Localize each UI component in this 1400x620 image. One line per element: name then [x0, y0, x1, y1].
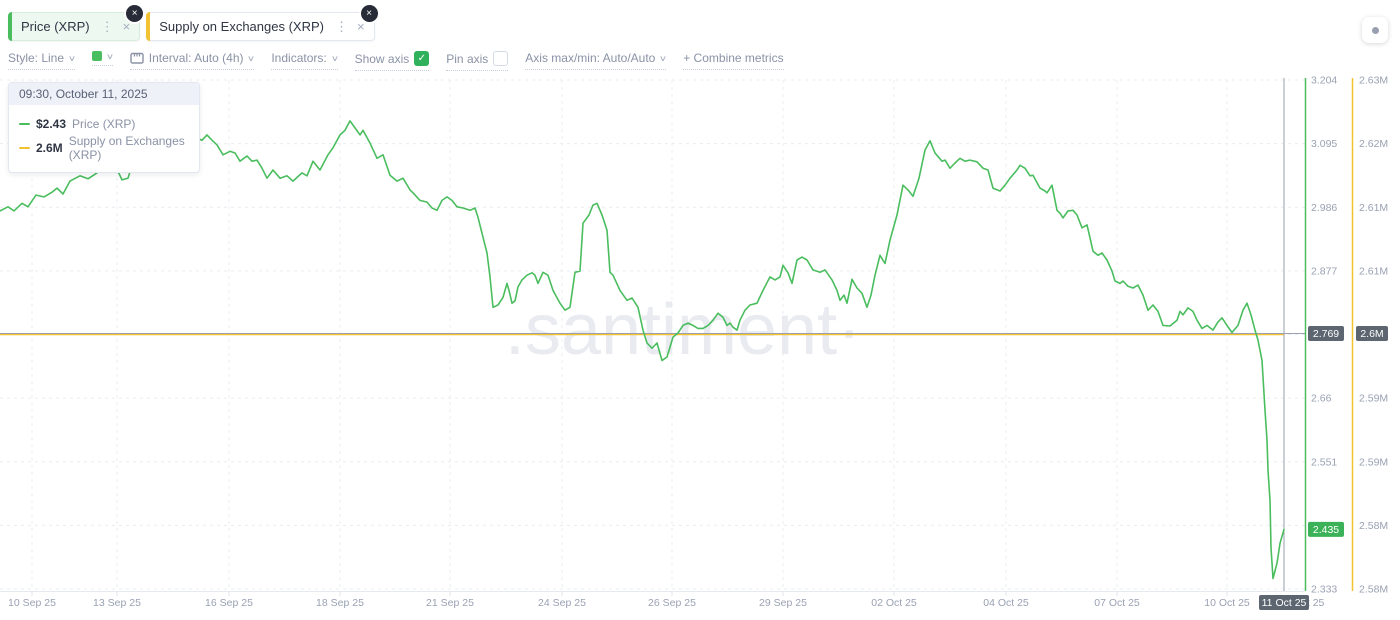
close-icon[interactable]: ×: [356, 19, 365, 34]
kebab-menu-icon[interactable]: ⋮: [334, 19, 348, 34]
tooltip-datetime: 09:30, October 11, 2025: [9, 83, 199, 105]
pin-axis-label: Pin axis: [446, 51, 489, 66]
chevron-down-icon: ∨: [105, 51, 114, 61]
kebab-menu-icon[interactable]: ⋮: [100, 19, 114, 34]
show-axis-toggle[interactable]: Show axis ✓: [354, 51, 430, 71]
tab-label: Price (XRP): [21, 19, 90, 34]
crosshair-supply-badge: [1356, 326, 1388, 341]
price-axis-label: 2.66: [1311, 393, 1332, 405]
crosshair-supply-badge-text: 2.6M: [1360, 328, 1383, 340]
series-dash-icon: [19, 147, 30, 149]
price-axis-label: 3.204: [1311, 75, 1337, 87]
supply-axis-label: 2.58M: [1359, 520, 1388, 532]
tooltip-row-supply: 2.6M Supply on Exchanges (XRP): [19, 134, 189, 162]
tooltip-label: Supply on Exchanges (XRP): [68, 134, 185, 162]
crosshair-price-badge: [1308, 326, 1344, 341]
remove-metric-badge-icon[interactable]: ×: [124, 3, 146, 24]
show-axis-label: Show axis: [354, 51, 410, 66]
supply-axis-label: 2.62M: [1359, 138, 1388, 150]
supply-axis-label: 2.59M: [1359, 456, 1388, 468]
x-axis-label: 16 Sep 25: [205, 597, 253, 609]
santiment-watermark: .santiment·: [505, 290, 861, 370]
crosshair-date-badge: [1259, 595, 1309, 610]
supply-axis-label: 2.61M: [1359, 265, 1388, 277]
color-swatch-dropdown[interactable]: ∨: [91, 51, 114, 66]
x-axis-label: 13 Sep 25: [93, 597, 141, 609]
combine-metrics-button[interactable]: + Combine metrics: [683, 51, 784, 70]
chart-tooltip: 09:30, October 11, 2025 $2.43 Price (XRP…: [8, 82, 200, 173]
tab-accent-bar: [146, 12, 151, 41]
chevron-down-icon: ∨: [247, 53, 256, 63]
x-axis-label: 10 Sep 25: [8, 597, 56, 609]
x-axis-label: 29 Sep 25: [759, 597, 807, 609]
crosshair-date-badge-text: 11 Oct 25: [1262, 597, 1307, 609]
supply-axis-label: 2.58M: [1359, 584, 1388, 596]
price-axis-label: 2.333: [1311, 584, 1337, 596]
pin-axis-checkbox[interactable]: [493, 51, 509, 66]
interval-label: Interval: Auto (4h): [148, 51, 244, 65]
style-label: Style: Line: [8, 51, 65, 65]
style-dropdown[interactable]: Style: Line ∨: [8, 51, 77, 70]
last-price-badge: [1308, 521, 1344, 537]
series-dash-icon: [19, 123, 30, 125]
show-axis-checkbox[interactable]: ✓: [414, 51, 430, 66]
close-icon[interactable]: ×: [122, 19, 131, 34]
remove-metric-badge-icon[interactable]: ×: [358, 3, 380, 24]
chevron-down-icon: ∨: [67, 53, 77, 63]
supply-axis-label: 2.59M: [1359, 393, 1388, 405]
chevron-down-icon: ∨: [330, 53, 339, 63]
metric-tabs: Price (XRP) ⋮ × × Supply on Exchanges (X…: [8, 3, 380, 41]
supply-axis-label: 2.63M: [1359, 75, 1388, 87]
price-line: [0, 99, 1285, 580]
tab-price-xrp[interactable]: Price (XRP) ⋮ × ×: [8, 3, 146, 41]
price-axis-label: 2.986: [1311, 202, 1337, 214]
combine-metrics-label: + Combine metrics: [683, 51, 784, 65]
chart-toolbar: Style: Line ∨ ∨ Interval: Auto (4h) ∨ In…: [8, 51, 784, 71]
more-options-button[interactable]: [1362, 17, 1388, 43]
x-axis-label: 26 Sep 25: [648, 597, 696, 609]
x-axis-label: 18 Sep 25: [316, 597, 364, 609]
last-price-badge-text: 2.435: [1313, 524, 1339, 536]
indicators-dropdown[interactable]: Indicators: ∨: [271, 51, 339, 70]
price-axis-label: 2.877: [1311, 265, 1337, 277]
chevron-down-icon: ∨: [659, 53, 668, 63]
tooltip-value: 2.6M: [36, 141, 63, 155]
tab-supply-on-exchanges-xrp[interactable]: Supply on Exchanges (XRP) ⋮ × ×: [146, 3, 380, 41]
tooltip-label: Price (XRP): [72, 117, 136, 131]
color-swatch: [91, 51, 102, 61]
price-axis-label: 2.551: [1311, 456, 1337, 468]
x-axis-label: 04 Oct 25: [983, 597, 1029, 609]
indicators-label: Indicators:: [271, 51, 327, 65]
axis-maxmin-dropdown[interactable]: Axis max/min: Auto/Auto ∨: [525, 51, 668, 70]
axis-maxmin-label: Axis max/min: Auto/Auto: [525, 51, 656, 65]
x-axis-label: 24 Sep 25: [538, 597, 586, 609]
x-axis-label: 10 Oct 25: [1204, 597, 1250, 609]
tooltip-value: $2.43: [36, 117, 67, 131]
price-axis-label: 3.095: [1311, 138, 1337, 150]
tab-label: Supply on Exchanges (XRP): [159, 19, 324, 34]
x-axis-label: 21 Sep 25: [426, 597, 474, 609]
pin-axis-toggle[interactable]: Pin axis: [446, 51, 509, 71]
supply-axis-label: 2.61M: [1359, 202, 1388, 214]
x-axis-label: 02 Oct 25: [871, 597, 917, 609]
crosshair-price-badge-text: 2.769: [1313, 328, 1339, 340]
interval-icon: [130, 52, 144, 64]
x-axis-label: 07 Oct 25: [1094, 597, 1140, 609]
tooltip-row-price: $2.43 Price (XRP): [19, 117, 189, 131]
interval-dropdown[interactable]: Interval: Auto (4h) ∨: [129, 51, 256, 70]
dot-icon: [1371, 26, 1379, 34]
tab-accent-bar: [8, 12, 12, 41]
